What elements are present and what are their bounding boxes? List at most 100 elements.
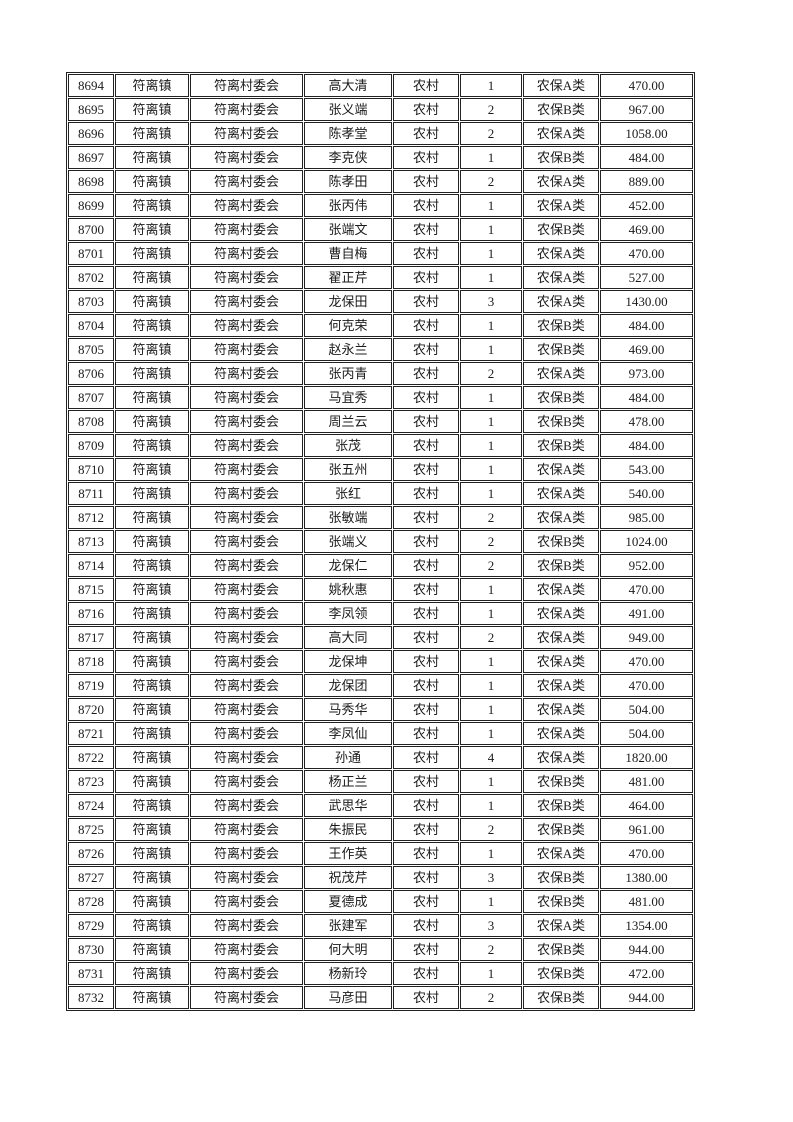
table-row: 8703 符离镇 符离村委会 龙保田 农村 3 农保A类 1430.00 <box>68 290 693 313</box>
cell-household-type: 农村 <box>393 218 459 241</box>
cell-village-committee: 符离村委会 <box>190 890 303 913</box>
cell-household-type: 农村 <box>393 866 459 889</box>
cell-serial-number: 8697 <box>68 146 114 169</box>
cell-town: 符离镇 <box>115 602 189 625</box>
cell-serial-number: 8727 <box>68 866 114 889</box>
cell-household-type: 农村 <box>393 794 459 817</box>
cell-insurance-category: 农保A类 <box>523 74 599 97</box>
cell-insurance-category: 农保B类 <box>523 818 599 841</box>
cell-town: 符离镇 <box>115 74 189 97</box>
cell-person-count: 1 <box>460 458 522 481</box>
cell-person-count: 1 <box>460 266 522 289</box>
cell-household-type: 农村 <box>393 458 459 481</box>
cell-amount: 452.00 <box>600 194 693 217</box>
cell-town: 符离镇 <box>115 578 189 601</box>
cell-insurance-category: 农保B类 <box>523 554 599 577</box>
cell-serial-number: 8715 <box>68 578 114 601</box>
cell-town: 符离镇 <box>115 818 189 841</box>
cell-person-name: 龙保团 <box>304 674 392 697</box>
cell-town: 符离镇 <box>115 866 189 889</box>
table-row: 8715 符离镇 符离村委会 姚秋惠 农村 1 农保A类 470.00 <box>68 578 693 601</box>
cell-household-type: 农村 <box>393 314 459 337</box>
cell-town: 符离镇 <box>115 914 189 937</box>
cell-household-type: 农村 <box>393 506 459 529</box>
cell-serial-number: 8702 <box>68 266 114 289</box>
cell-village-committee: 符离村委会 <box>190 530 303 553</box>
cell-person-count: 1 <box>460 890 522 913</box>
cell-person-count: 2 <box>460 122 522 145</box>
table-row: 8726 符离镇 符离村委会 王作英 农村 1 农保A类 470.00 <box>68 842 693 865</box>
cell-person-count: 1 <box>460 338 522 361</box>
cell-amount: 484.00 <box>600 434 693 457</box>
cell-village-committee: 符离村委会 <box>190 914 303 937</box>
cell-person-name: 翟正芹 <box>304 266 392 289</box>
cell-insurance-category: 农保A类 <box>523 266 599 289</box>
table-row: 8700 符离镇 符离村委会 张端文 农村 1 农保B类 469.00 <box>68 218 693 241</box>
cell-serial-number: 8710 <box>68 458 114 481</box>
cell-town: 符离镇 <box>115 770 189 793</box>
cell-person-name: 曹自梅 <box>304 242 392 265</box>
cell-person-name: 龙保田 <box>304 290 392 313</box>
cell-person-name: 张茂 <box>304 434 392 457</box>
cell-person-name: 祝茂芹 <box>304 866 392 889</box>
cell-amount: 470.00 <box>600 842 693 865</box>
cell-serial-number: 8706 <box>68 362 114 385</box>
cell-person-name: 马彦田 <box>304 986 392 1009</box>
cell-insurance-category: 农保A类 <box>523 626 599 649</box>
cell-village-committee: 符离村委会 <box>190 866 303 889</box>
cell-person-count: 3 <box>460 866 522 889</box>
cell-insurance-category: 农保B类 <box>523 434 599 457</box>
cell-insurance-category: 农保A类 <box>523 194 599 217</box>
cell-town: 符离镇 <box>115 554 189 577</box>
cell-household-type: 农村 <box>393 722 459 745</box>
cell-town: 符离镇 <box>115 674 189 697</box>
cell-person-name: 高大清 <box>304 74 392 97</box>
cell-village-committee: 符离村委会 <box>190 482 303 505</box>
cell-amount: 491.00 <box>600 602 693 625</box>
cell-serial-number: 8722 <box>68 746 114 769</box>
cell-serial-number: 8719 <box>68 674 114 697</box>
cell-household-type: 农村 <box>393 554 459 577</box>
cell-person-name: 张端义 <box>304 530 392 553</box>
cell-person-count: 2 <box>460 506 522 529</box>
cell-household-type: 农村 <box>393 842 459 865</box>
cell-town: 符离镇 <box>115 170 189 193</box>
table-row: 8717 符离镇 符离村委会 高大同 农村 2 农保A类 949.00 <box>68 626 693 649</box>
cell-person-count: 2 <box>460 98 522 121</box>
cell-amount: 484.00 <box>600 386 693 409</box>
cell-serial-number: 8699 <box>68 194 114 217</box>
cell-person-name: 李克侠 <box>304 146 392 169</box>
cell-insurance-category: 农保B类 <box>523 386 599 409</box>
cell-town: 符离镇 <box>115 98 189 121</box>
cell-amount: 540.00 <box>600 482 693 505</box>
cell-household-type: 农村 <box>393 650 459 673</box>
cell-amount: 543.00 <box>600 458 693 481</box>
cell-town: 符离镇 <box>115 146 189 169</box>
cell-serial-number: 8730 <box>68 938 114 961</box>
table-row: 8729 符离镇 符离村委会 张建军 农村 3 农保A类 1354.00 <box>68 914 693 937</box>
cell-insurance-category: 农保A类 <box>523 170 599 193</box>
cell-person-count: 2 <box>460 362 522 385</box>
cell-insurance-category: 农保A类 <box>523 746 599 769</box>
cell-person-name: 姚秋惠 <box>304 578 392 601</box>
cell-insurance-category: 农保B类 <box>523 98 599 121</box>
cell-person-name: 何克荣 <box>304 314 392 337</box>
cell-insurance-category: 农保A类 <box>523 698 599 721</box>
cell-town: 符离镇 <box>115 266 189 289</box>
cell-household-type: 农村 <box>393 74 459 97</box>
cell-insurance-category: 农保B类 <box>523 962 599 985</box>
cell-village-committee: 符离村委会 <box>190 410 303 433</box>
cell-town: 符离镇 <box>115 506 189 529</box>
cell-town: 符离镇 <box>115 122 189 145</box>
cell-amount: 478.00 <box>600 410 693 433</box>
table-row: 8730 符离镇 符离村委会 何大明 农村 2 农保B类 944.00 <box>68 938 693 961</box>
cell-serial-number: 8712 <box>68 506 114 529</box>
cell-amount: 469.00 <box>600 338 693 361</box>
cell-amount: 944.00 <box>600 986 693 1009</box>
cell-town: 符离镇 <box>115 962 189 985</box>
cell-insurance-category: 农保A类 <box>523 722 599 745</box>
cell-town: 符离镇 <box>115 986 189 1009</box>
cell-person-count: 1 <box>460 794 522 817</box>
cell-village-committee: 符离村委会 <box>190 98 303 121</box>
cell-village-committee: 符离村委会 <box>190 578 303 601</box>
